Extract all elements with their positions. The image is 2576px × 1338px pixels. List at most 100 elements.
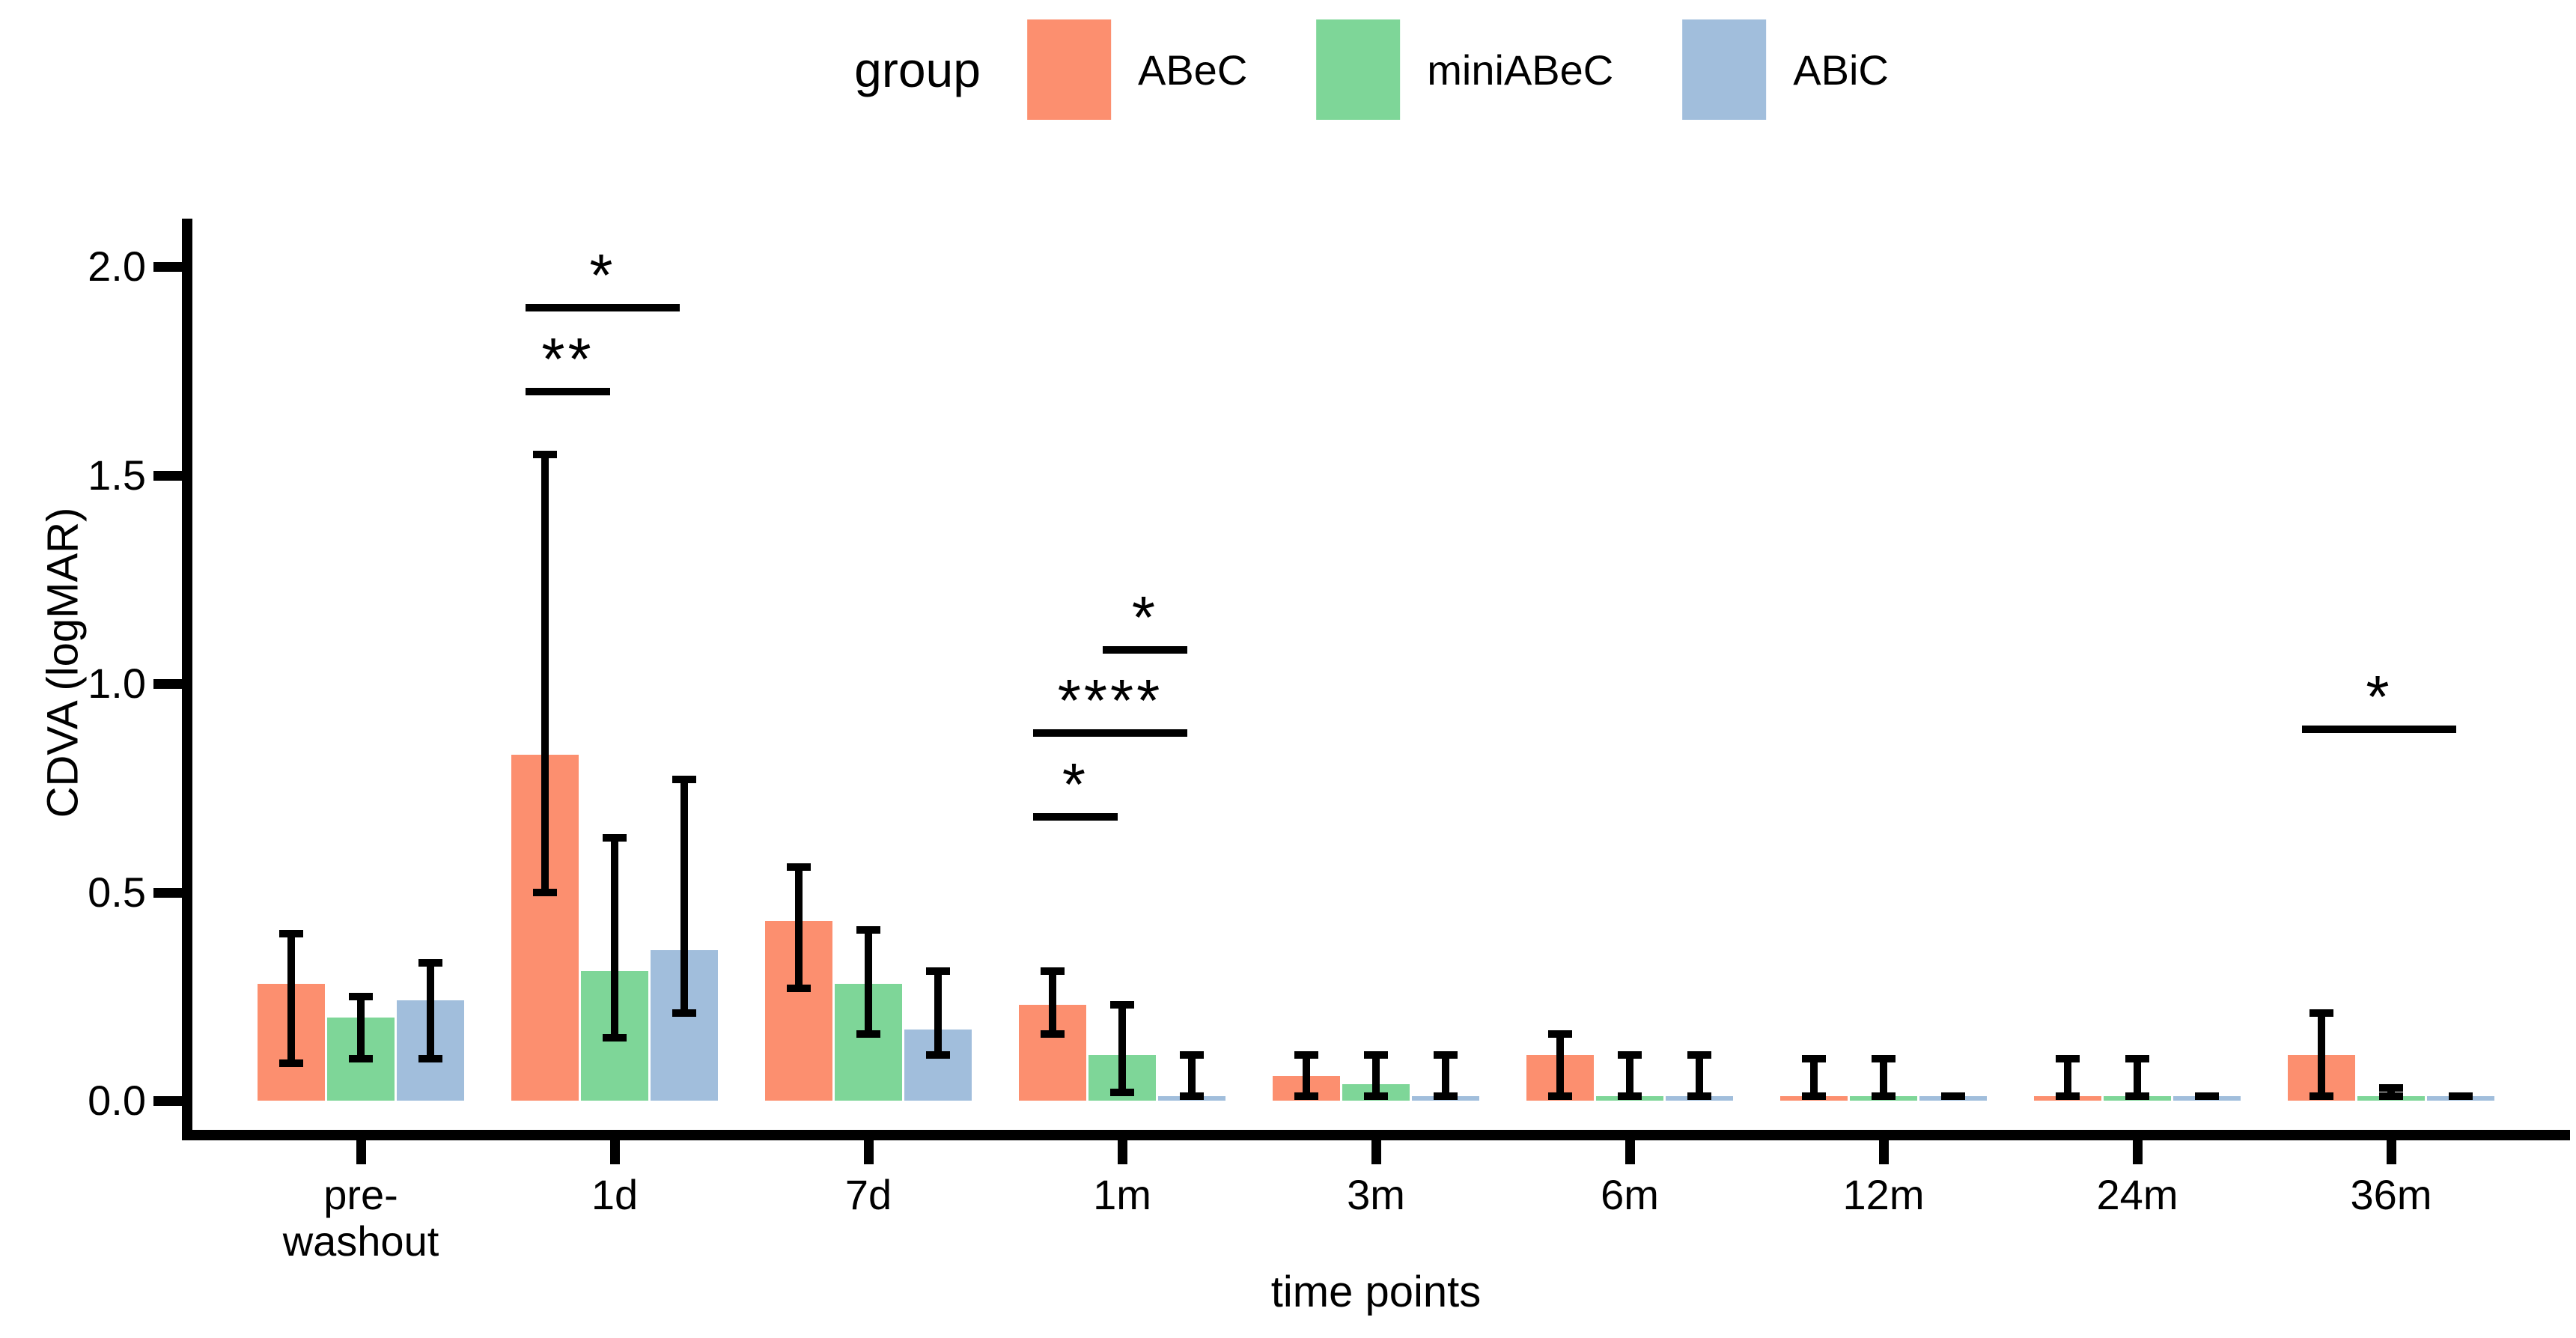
legend-item-miniABeC: miniABeC — [1316, 19, 1613, 120]
y-tick-0 — [153, 1096, 182, 1106]
x-tick-0 — [356, 1140, 366, 1164]
error-bar-ABeC-7d-cap-top — [787, 863, 811, 872]
error-bar-ABeC-pre-washout — [287, 934, 295, 1063]
error-bar-miniABeC-7d-cap-bottom — [856, 1030, 880, 1038]
x-tick-label-0: pre- washout — [282, 1171, 439, 1265]
error-bar-miniABeC-1m — [1118, 1004, 1126, 1092]
error-bar-miniABeC-24m-cap-top — [2125, 1055, 2149, 1063]
error-bar-ABiC-12m-cap — [1941, 1092, 1965, 1101]
x-tick-label-4: 3m — [1347, 1171, 1405, 1218]
legend-label-ABeC: ABeC — [1137, 46, 1248, 94]
x-tick-5 — [1625, 1140, 1635, 1164]
error-bar-miniABeC-1d-cap-top — [603, 834, 627, 842]
y-tick-label-0.5: 0.5 — [88, 868, 146, 916]
error-bar-ABeC-12m-cap-top — [1802, 1055, 1826, 1063]
legend-item-ABiC: ABiC — [1682, 19, 1889, 120]
x-tick-label-2: 7d — [844, 1171, 892, 1218]
error-bar-ABeC-1d — [541, 454, 549, 892]
error-bar-miniABeC-12m-cap-top — [1872, 1055, 1896, 1063]
error-bar-ABiC-7d-cap-bottom — [926, 1050, 950, 1059]
error-bar-miniABeC-1d — [611, 838, 618, 1039]
x-tick-4 — [1371, 1140, 1381, 1164]
error-bar-ABiC-pre-washout-cap-bottom — [418, 1055, 442, 1063]
x-tick-label-5: 6m — [1601, 1171, 1659, 1218]
significance-bracket-1 — [526, 304, 680, 312]
error-bar-ABeC-6m-cap-bottom — [1548, 1092, 1572, 1101]
error-bar-miniABeC-6m — [1626, 1054, 1633, 1097]
error-bar-ABeC-3m — [1303, 1054, 1310, 1097]
x-tick-6 — [1879, 1140, 1889, 1164]
legend-items: ABeC miniABeC ABiC — [1026, 19, 1889, 120]
significance-bracket-5 — [2302, 725, 2456, 733]
error-bar-ABiC-7d — [934, 971, 942, 1055]
x-tick-3 — [1118, 1140, 1127, 1164]
error-bar-miniABeC-12m — [1880, 1059, 1887, 1097]
error-bar-miniABeC-1m-cap-top — [1110, 1000, 1134, 1009]
error-bar-ABeC-1m — [1049, 971, 1056, 1034]
y-tick-0.5 — [153, 887, 182, 898]
x-tick-label-3: 1m — [1093, 1171, 1151, 1218]
error-bar-ABiC-1d-cap-top — [672, 776, 696, 784]
x-tick-label-6: 12m — [1842, 1171, 1925, 1218]
error-bar-miniABeC-7d-cap-top — [856, 925, 880, 934]
error-bar-ABiC-1d-cap-bottom — [672, 1009, 696, 1018]
y-tick-1.5 — [153, 470, 182, 481]
error-bar-ABiC-1m-cap-top — [1180, 1050, 1204, 1059]
error-bar-miniABeC-24m-cap-bottom — [2125, 1092, 2149, 1101]
error-bar-ABeC-1d-cap-bottom — [533, 888, 557, 896]
error-bar-ABiC-6m — [1696, 1054, 1703, 1097]
error-bar-miniABeC-pre-washout-cap-top — [349, 992, 373, 1000]
error-bar-ABeC-1m-cap-bottom — [1041, 1030, 1065, 1038]
x-tick-label-7: 24m — [2096, 1171, 2178, 1218]
error-bar-ABeC-1d-cap-top — [533, 450, 557, 458]
significance-bracket-0 — [526, 387, 610, 395]
error-bar-ABeC-12m — [1810, 1059, 1818, 1097]
error-bar-ABiC-pre-washout-cap-top — [418, 959, 442, 967]
error-bar-ABeC-1m-cap-top — [1041, 967, 1065, 976]
error-bar-miniABeC-12m-cap-bottom — [1872, 1092, 1896, 1101]
error-bar-ABiC-1m-cap-bottom — [1180, 1092, 1204, 1101]
error-bar-miniABeC-36m-cap-top — [2379, 1084, 2403, 1092]
x-tick-label-8: 36m — [2350, 1171, 2432, 1218]
error-bar-ABiC-1d — [680, 779, 688, 1014]
error-bar-miniABeC-36m-cap-bottom — [2379, 1092, 2403, 1101]
legend-swatch-ABiC — [1682, 19, 1767, 120]
error-bar-miniABeC-3m-cap-bottom — [1364, 1092, 1388, 1101]
error-bar-ABiC-24m-cap — [2195, 1092, 2219, 1101]
error-bar-ABiC-1m — [1188, 1054, 1196, 1097]
error-bar-ABeC-24m-cap-bottom — [2056, 1092, 2080, 1101]
error-bar-ABeC-3m-cap-top — [1294, 1050, 1318, 1059]
error-bar-miniABeC-36m — [2387, 1088, 2395, 1097]
error-bar-ABeC-6m — [1556, 1033, 1564, 1097]
y-axis-line — [182, 219, 192, 1140]
error-bar-miniABeC-3m-cap-top — [1364, 1050, 1388, 1059]
x-tick-label-1: 1d — [591, 1171, 639, 1218]
legend-item-ABeC: ABeC — [1026, 19, 1248, 120]
significance-bracket-2 — [1033, 812, 1118, 821]
error-bar-ABeC-36m — [2318, 1013, 2325, 1097]
significance-label-3: **** — [1057, 667, 1163, 735]
legend-label-miniABeC: miniABeC — [1427, 46, 1614, 94]
y-axis-title: CDVA (logMAR) — [38, 507, 88, 818]
significance-label-2: * — [1062, 750, 1089, 818]
error-bar-miniABeC-6m-cap-bottom — [1618, 1092, 1642, 1101]
error-bar-miniABeC-3m — [1372, 1054, 1380, 1097]
error-bar-ABeC-pre-washout-cap-top — [279, 930, 303, 938]
legend-swatch-miniABeC — [1316, 19, 1401, 120]
significance-bracket-3 — [1033, 729, 1187, 738]
error-bar-ABiC-3m-cap-bottom — [1434, 1092, 1458, 1101]
error-bar-ABiC-6m-cap-top — [1687, 1050, 1711, 1059]
error-bar-ABeC-7d-cap-bottom — [787, 984, 811, 992]
significance-label-1: * — [589, 242, 616, 309]
legend-swatch-ABeC — [1026, 19, 1111, 120]
error-bar-miniABeC-7d — [865, 929, 872, 1034]
error-bar-ABeC-7d — [795, 867, 803, 988]
x-axis-title: time points — [1270, 1268, 1482, 1316]
error-bar-ABeC-36m-cap-bottom — [2309, 1092, 2333, 1101]
error-bar-miniABeC-6m-cap-top — [1618, 1050, 1642, 1059]
x-tick-8 — [2387, 1140, 2396, 1164]
error-bar-ABeC-36m-cap-top — [2309, 1009, 2333, 1018]
error-bar-miniABeC-24m — [2134, 1059, 2141, 1097]
error-bar-ABiC-6m-cap-bottom — [1687, 1092, 1711, 1101]
